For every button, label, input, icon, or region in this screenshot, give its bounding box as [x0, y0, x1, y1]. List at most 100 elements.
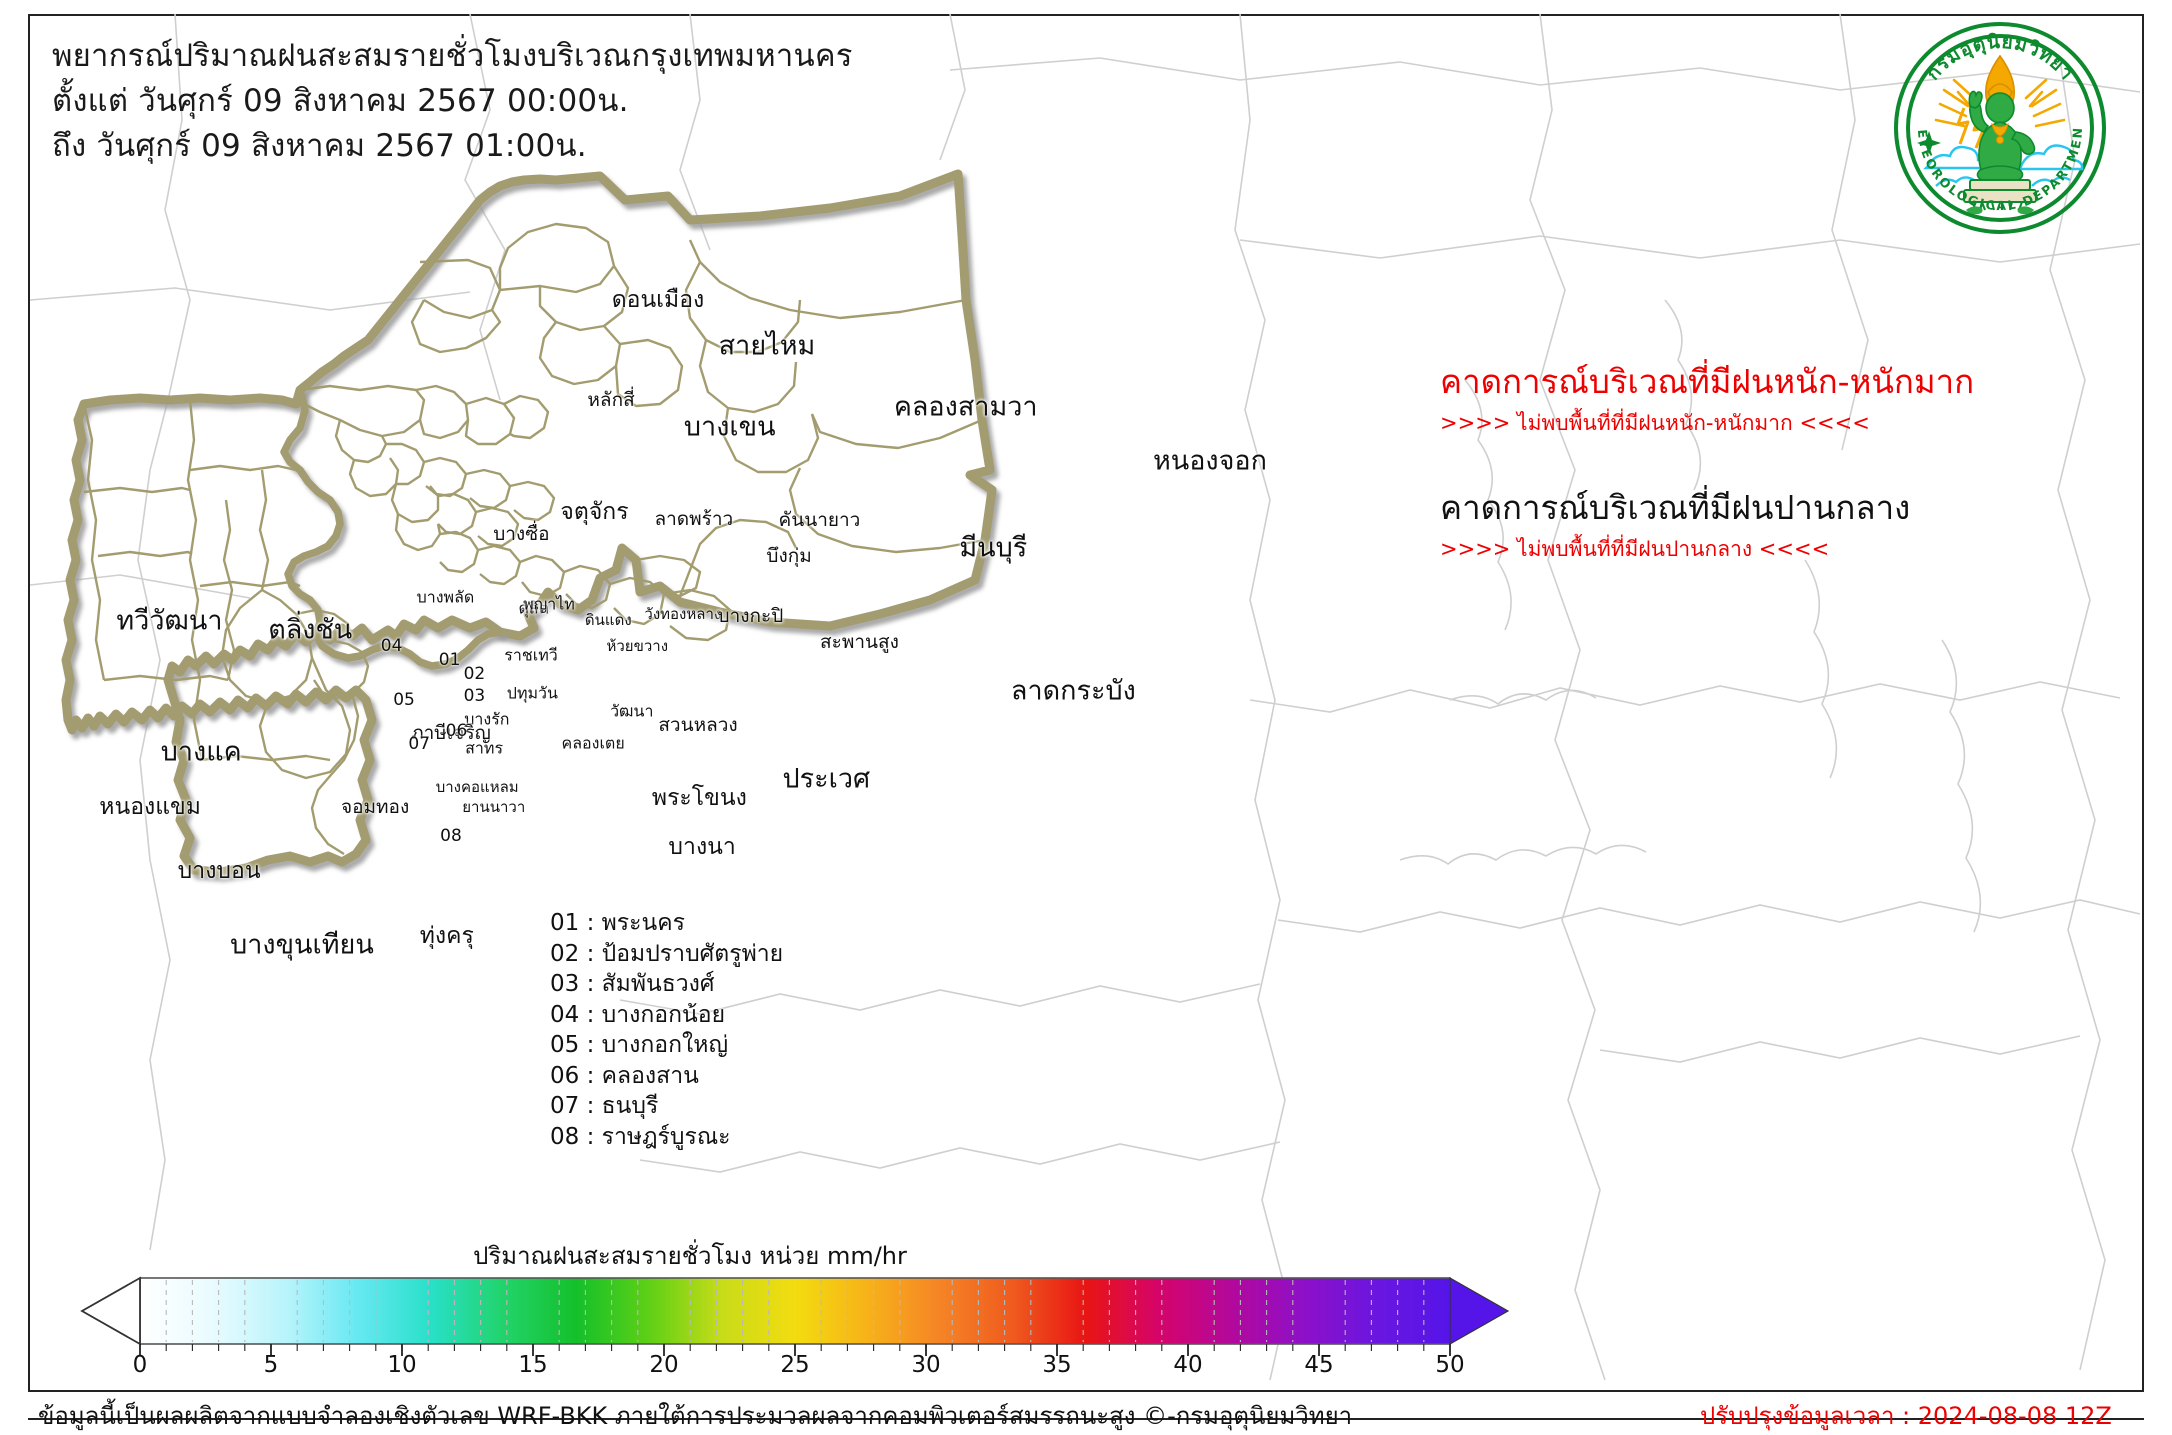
colorbar-tick: 30	[911, 1352, 941, 1378]
frame-border-left	[28, 14, 30, 1392]
district-label: หนองจอก	[1152, 445, 1267, 477]
title-line-2: ตั้งแต่ วันศุกร์ 09 สิงหาคม 2567 00:00น.	[52, 83, 629, 119]
colorbar-tick: 45	[1304, 1352, 1334, 1378]
district-label: ดุสิต	[518, 598, 550, 618]
frame-border-footer	[28, 1418, 2144, 1420]
district-label: จอมทอง	[340, 796, 410, 819]
district-label: คลองสามวา	[893, 391, 1038, 423]
frame-border-right	[2142, 14, 2144, 1392]
district-label: บางคอแหลม	[435, 777, 519, 796]
footer-source-text: ข้อมูลนี้เป็นผลผลิตจากแบบจำลองเชิงตัวเลข…	[38, 1402, 1353, 1430]
district-label: ดอนเมือง	[611, 286, 705, 313]
title-line-1: พยากรณ์ปริมาณฝนสะสมรายชั่วโมงบริเวณกรุงเ…	[52, 38, 853, 74]
district-label: บางแค	[160, 736, 242, 768]
colorbar-tick: 35	[1042, 1352, 1072, 1378]
tmd-seal-icon: กรมอุตุนิยมวิทยา METEOROLOGICAL DEPARTME…	[1885, 8, 2106, 234]
district-label: ลาดพร้าว	[654, 507, 734, 530]
colorbar-title: ปริมาณฝนสะสมรายชั่วโมง หน่วย mm/hr	[40, 1236, 1660, 1275]
frame-border-bottom	[28, 1390, 2144, 1392]
district-label: บางเขน	[683, 411, 776, 443]
district-code-marker: 03	[463, 685, 486, 706]
footer-update-time: ปรับปรุงข้อมูลเวลา : 2024-08-08 12Z	[1700, 1402, 2112, 1430]
colorbar-tick: 10	[387, 1352, 417, 1378]
district-label: พญาไท	[523, 594, 575, 613]
district-label: ตลิ่งชัน	[268, 614, 353, 646]
district-boundaries	[82, 222, 986, 856]
code-legend-row: 07 : ธนบุรี	[550, 1093, 659, 1119]
district-code-marker: 01	[438, 649, 461, 670]
district-label: วังทองหลาง	[644, 605, 722, 624]
chao-phraya-river	[280, 386, 504, 670]
district-code-marker: 07	[408, 733, 431, 754]
district-label: จตุจักร	[560, 499, 629, 526]
district-label: บางนา	[668, 834, 736, 861]
district-code-marker: 02	[463, 663, 486, 684]
district-label: พระโขนง	[651, 784, 747, 811]
colorbar-tick: 0	[132, 1352, 148, 1378]
district-label: ประเวศ	[782, 763, 871, 795]
code-legend-row: 04 : บางกอกน้อย	[550, 1001, 726, 1028]
district-code-marker: 05	[393, 689, 415, 710]
code-legend-row: 03 : สัมพันธวงศ์	[550, 971, 715, 997]
code-legend-row: 05 : บางกอกใหญ่	[550, 1032, 729, 1058]
district-label: บึงกุ่ม	[766, 545, 812, 568]
code-legend-row: 06 : คลองสาน	[550, 1062, 699, 1089]
colorbar-tick: 50	[1435, 1352, 1465, 1378]
code-legend-row: 01 : พระนคร	[550, 910, 685, 936]
moderate-rain-result: >>>> ไม่พบพื้นที่ที่มีฝนปานกลาง <<<<	[1440, 537, 1830, 561]
colorbar-gradient	[80, 1276, 1510, 1356]
district-code-marker: 08	[440, 826, 462, 847]
colorbar-tick: 20	[649, 1352, 679, 1378]
code-legend-row: 08 : ราษฎร์บูรณะ	[550, 1123, 731, 1150]
district-label: ห้วยขวาง	[606, 636, 669, 655]
district-label: บางบอน	[177, 857, 261, 884]
district-label: บางซื่อ	[493, 523, 550, 546]
district-label: หลักสี่	[587, 389, 635, 412]
district-label: คันนายาว	[778, 509, 861, 532]
province-outlines	[29, 13, 2141, 1381]
colorbar-tick: 40	[1173, 1352, 1203, 1378]
district-label: สายไหม	[718, 330, 816, 362]
district-label: หนองแขม	[99, 794, 201, 821]
district-label: ปทุมวัน	[506, 683, 558, 703]
district-label: บางรัก	[464, 709, 510, 729]
district-code-marker: 04	[380, 635, 403, 656]
district-label: สะพานสูง	[820, 630, 899, 653]
district-label: วัฒนา	[610, 701, 654, 721]
district-label: ลาดกระบัง	[1010, 675, 1136, 707]
district-label: ภาษีเจริญ	[411, 721, 491, 744]
bangkok-outer-boundary	[61, 169, 997, 877]
district-label: ทวีวัฒนา	[116, 605, 223, 637]
forecast-summary-panel: คาดการณ์บริเวณที่มีฝนหนัก-หนักมาก >>>> ไ…	[1440, 358, 2120, 566]
district-label: สวนหลวง	[658, 713, 738, 736]
colorbar-max-arrow	[1449, 1276, 1510, 1346]
district-label: บางพลัด	[416, 587, 475, 607]
district-code-legend: 01 : พระนคร 02 : ป้อมปราบศัตรูพ่าย 03 : สั…	[550, 908, 783, 1152]
colorbar-tick: 25	[780, 1352, 810, 1378]
colorbar-tick: 15	[518, 1352, 548, 1378]
district-label: สาทร	[465, 738, 504, 758]
colorbar-bar	[139, 1277, 1451, 1345]
district-label: บางกะปิ	[717, 604, 784, 627]
forecast-spacer	[1440, 440, 2120, 484]
code-legend-row: 02 : ป้อมปราบศัตรูพ่าย	[550, 940, 784, 967]
colorbar-title-text: ปริมาณฝนสะสมรายชั่วโมง หน่วย mm/hr	[473, 1242, 907, 1270]
title-line-3: ถึง วันศุกร์ 09 สิงหาคม 2567 01:00น.	[52, 128, 587, 164]
district-label: บางขุนเทียน	[230, 929, 374, 961]
moderate-rain-heading: คาดการณ์บริเวณที่มีฝนปานกลาง	[1440, 488, 1911, 527]
colorbar-tick: 5	[263, 1352, 279, 1378]
rainfall-colorbar: ปริมาณฝนสะสมรายชั่วโมง หน่วย mm/hr 0 5 10 1…	[40, 1242, 1660, 1378]
heavy-rain-heading: คาดการณ์บริเวณที่มีฝนหนัก-หนักมาก	[1440, 362, 1975, 401]
map-title-block: พยากรณ์ปริมาณฝนสะสมรายชั่วโมงบริเวณกรุงเ…	[52, 34, 853, 169]
heavy-rain-result: >>>> ไม่พบพื้นที่ที่มีฝนหนัก-หนักมาก <<<…	[1440, 411, 1870, 435]
colorbar-min-arrow	[80, 1276, 141, 1346]
colorbar-tick-labels: 0 5 10 15 20 25 30 35 40 45 50	[40, 1352, 1660, 1386]
frame-border-top	[28, 14, 2144, 16]
district-label: ราชเทวี	[504, 645, 558, 665]
district-label: ทุ่งครุ	[419, 922, 474, 949]
district-label: ยานนาวา	[462, 798, 526, 817]
district-label: คลองเตย	[561, 733, 625, 753]
tmd-logo: กรมอุตุนิยมวิทยา METEOROLOGICAL DEPARTME…	[1885, 8, 2108, 236]
